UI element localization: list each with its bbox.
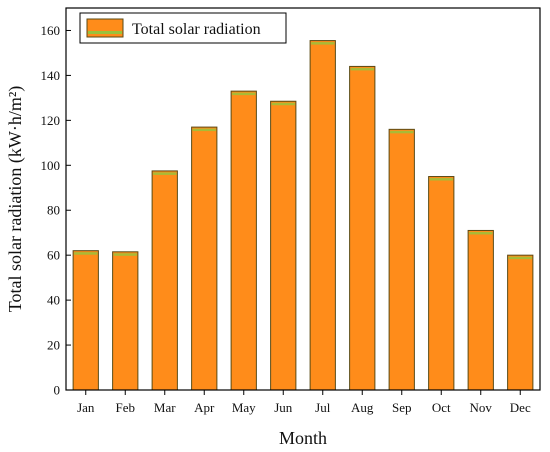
x-tick-label: Sep xyxy=(392,400,412,415)
bar-top-highlight xyxy=(429,178,453,181)
y-tick-label: 0 xyxy=(54,383,61,398)
x-tick-label: Jan xyxy=(77,400,95,415)
bar-aug xyxy=(349,65,376,391)
bar-top-highlight xyxy=(192,128,216,132)
x-tick-label: Jun xyxy=(274,400,293,415)
bars-layer xyxy=(72,40,534,391)
bar-sep xyxy=(388,128,415,391)
bar-apr xyxy=(191,126,218,391)
axes-layer xyxy=(65,7,541,391)
plot-frame xyxy=(65,7,541,391)
x-tick-label: Aug xyxy=(351,400,374,415)
y-tick-label: 160 xyxy=(41,23,61,38)
y-tick-label: 60 xyxy=(47,248,60,263)
bar-top-highlight xyxy=(311,42,335,45)
legend-swatch xyxy=(86,18,124,38)
x-tick-label: Jul xyxy=(315,400,331,415)
bar-mar xyxy=(151,170,178,391)
y-ticks: 0 20 40 60 80 100 120 140 160 xyxy=(41,23,71,398)
bar-dec xyxy=(507,254,534,391)
y-tick-label: 140 xyxy=(41,68,61,83)
x-tick-label: Apr xyxy=(194,400,215,415)
x-tick-label: Mar xyxy=(154,400,176,415)
bar-jun xyxy=(270,100,297,391)
y-axis-title: Total solar radiation (kW·h/m²) xyxy=(5,86,26,313)
bar-top-highlight xyxy=(390,130,414,134)
legend: Total solar radiation xyxy=(79,12,287,44)
bar-top-highlight xyxy=(350,67,374,71)
bar-may xyxy=(230,90,257,391)
bar-top-highlight xyxy=(469,231,493,235)
bar-top-highlight xyxy=(232,92,256,96)
bar-top-highlight xyxy=(153,172,177,175)
y-tick-label: 20 xyxy=(47,338,60,353)
y-tick-label: 100 xyxy=(41,158,61,173)
x-tick-label: Oct xyxy=(432,400,451,415)
bar-nov xyxy=(467,229,494,391)
bar-feb xyxy=(112,251,139,391)
bar-top-highlight xyxy=(508,256,532,260)
legend-label: Total solar radiation xyxy=(132,21,261,38)
bar-top-highlight xyxy=(74,252,98,255)
x-axis-title: Month xyxy=(279,428,327,448)
bar-jul xyxy=(309,40,336,391)
bar-oct xyxy=(428,176,455,391)
bar-top-highlight xyxy=(113,253,137,256)
x-tick-label: May xyxy=(232,400,256,415)
x-tick-label: Feb xyxy=(116,400,136,415)
y-tick-label: 120 xyxy=(41,113,61,128)
y-tick-label: 40 xyxy=(47,293,60,308)
x-tick-label: Dec xyxy=(510,400,531,415)
bar-top-highlight xyxy=(271,102,295,106)
bar-jan xyxy=(72,250,99,391)
x-ticks: Jan Feb Mar Apr May Jun Jul Aug Sep Oct Nov Dec xyxy=(77,390,531,415)
x-tick-label: Nov xyxy=(470,400,493,415)
legend-swatch-stripe xyxy=(88,31,122,34)
y-tick-label: 80 xyxy=(47,203,60,218)
